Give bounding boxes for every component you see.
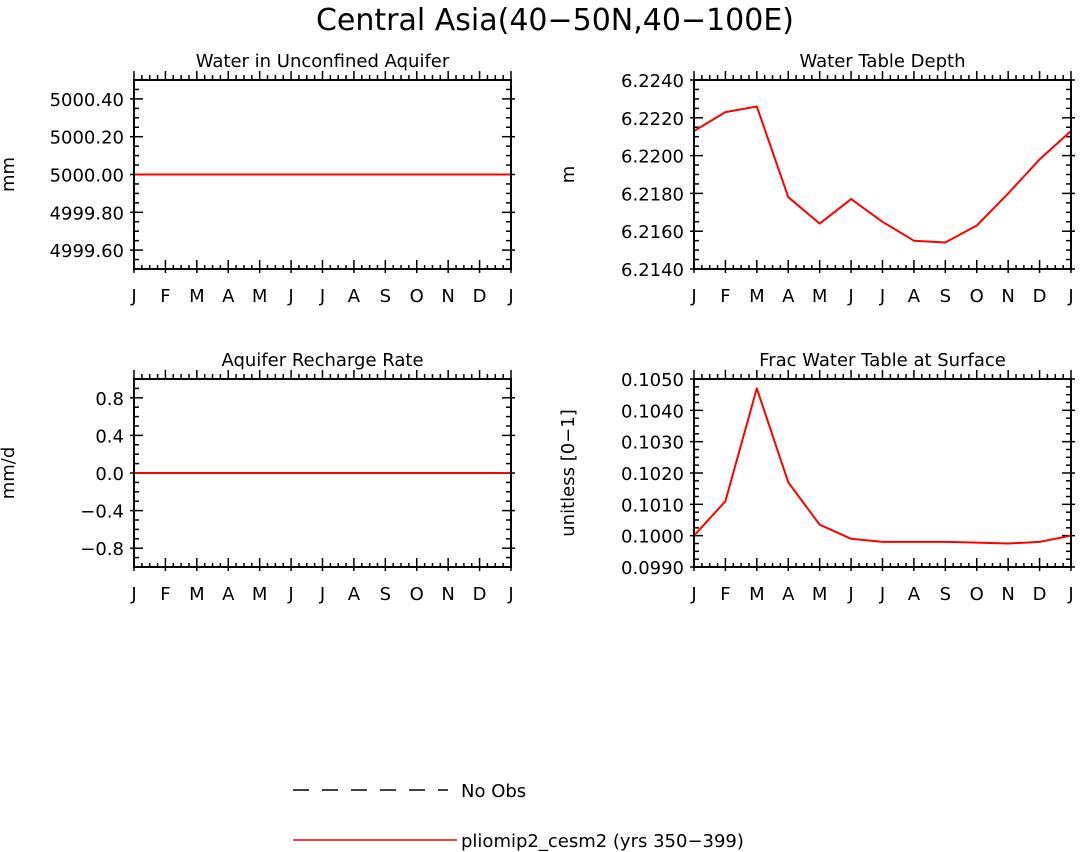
x-tick-label: O (970, 584, 984, 605)
x-tick-label: M (252, 584, 268, 605)
x-tick-label: A (908, 584, 921, 605)
x-tick-label: A (222, 584, 235, 605)
y-tick-label: 5000.40 (50, 90, 124, 111)
series-line (693, 387, 1072, 545)
y-tick-label: 0.0 (95, 464, 124, 485)
y-tick-label: 0.1020 (621, 464, 684, 485)
x-tick-label: A (782, 286, 795, 307)
x-tick-label: J (690, 286, 696, 307)
x-tick-label: J (847, 286, 853, 307)
x-tick-label: S (940, 584, 951, 605)
y-tick-label: 6.2160 (621, 222, 684, 243)
y-tick-label: 0.1050 (621, 370, 684, 391)
y-axis-label: mm/d (0, 447, 19, 500)
plot-frame (133, 79, 512, 270)
x-tick-label: M (252, 286, 268, 307)
x-tick-label: F (720, 286, 730, 307)
x-tick-label: M (749, 584, 765, 605)
x-tick-label: A (908, 286, 921, 307)
legend-no-obs-label: No Obs (461, 781, 526, 802)
x-tick-label: N (1001, 286, 1014, 307)
y-tick-label: 0.8 (95, 389, 124, 410)
y-axis-label: mm (0, 157, 19, 192)
x-tick-label: J (130, 286, 136, 307)
x-tick-label: D (1033, 584, 1047, 605)
x-tick-label: J (287, 584, 293, 605)
x-tick-label: A (348, 584, 361, 605)
x-tick-label: J (130, 584, 136, 605)
x-tick-label: D (1033, 286, 1047, 307)
x-tick-label: J (1067, 286, 1073, 307)
y-tick-label: 6.2180 (621, 184, 684, 205)
page-title: Central Asia(40−50N,40−100E) (316, 3, 794, 38)
panel-title: Water in Unconfined Aquifer (196, 51, 450, 72)
panel-title: Water Table Depth (799, 51, 965, 72)
y-tick-label: 0.0990 (621, 558, 684, 579)
x-tick-label: D (473, 286, 487, 307)
y-tick-label: −0.8 (80, 539, 124, 560)
y-tick-label: 0.1000 (621, 527, 684, 548)
y-tick-label: 0.4 (95, 426, 124, 447)
x-tick-label: F (160, 286, 170, 307)
y-tick-label: 4999.80 (50, 203, 124, 224)
x-tick-label: M (189, 286, 205, 307)
panel-water-table-depth: Water Table Depth 6.2140 6.2160 6.2180 6.220… (558, 51, 1075, 307)
x-tick-label: J (287, 286, 293, 307)
x-tick-label: O (410, 286, 424, 307)
x-tick-label: M (189, 584, 205, 605)
y-axis-label: m (558, 166, 579, 184)
x-tick-label: J (847, 584, 853, 605)
plot-frame (133, 378, 512, 568)
panel-recharge-rate: Aquifer Recharge Rate −0.8 −0.4 0.0 0.4 0.8 J F… (0, 350, 515, 605)
y-tick-label: −0.4 (80, 502, 124, 523)
x-tick-label: A (348, 286, 361, 307)
y-tick-label: 0.1010 (621, 495, 684, 516)
x-tick-label: A (782, 584, 795, 605)
x-tick-label: J (879, 286, 885, 307)
y-tick-label: 4999.60 (50, 241, 124, 262)
y-tick-label: 6.2140 (621, 260, 684, 281)
x-tick-label: M (749, 286, 765, 307)
x-tick-label: S (380, 286, 391, 307)
y-tick-label: 0.1030 (621, 433, 684, 454)
panel-title: Frac Water Table at Surface (759, 350, 1006, 371)
y-axis-label: unitless [0−1] (558, 409, 579, 536)
x-tick-label: J (319, 584, 325, 605)
x-tick-label: J (879, 584, 885, 605)
legend: No Obs pliomip2_cesm2 (yrs 350−399) (293, 781, 744, 852)
y-tick-label: 6.2240 (621, 71, 684, 92)
x-tick-label: S (940, 286, 951, 307)
legend-model-label: pliomip2_cesm2 (yrs 350−399) (461, 831, 744, 852)
x-tick-label: A (222, 286, 235, 307)
x-tick-label: D (473, 584, 487, 605)
x-tick-label: N (1001, 584, 1014, 605)
series-line (693, 105, 1072, 244)
panel-aquifer-water: Water in Unconfined Aquifer 4999.60 4999.8… (0, 51, 515, 307)
y-tick-label: 6.2200 (621, 147, 684, 168)
y-tick-label: 5000.00 (50, 166, 124, 187)
x-tick-label: M (812, 584, 828, 605)
plot-frame (693, 79, 1072, 270)
x-tick-label: J (690, 584, 696, 605)
panel-frac-water-table: Frac Water Table at Surface 0.0990 0.1000 0… (558, 350, 1075, 605)
x-tick-label: M (812, 286, 828, 307)
x-tick-label: N (441, 286, 454, 307)
y-tick-label: 5000.20 (50, 128, 124, 149)
x-tick-label: S (380, 584, 391, 605)
x-tick-label: O (970, 286, 984, 307)
x-tick-label: F (160, 584, 170, 605)
x-tick-label: N (441, 584, 454, 605)
x-tick-label: O (410, 584, 424, 605)
x-tick-label: J (1067, 584, 1073, 605)
y-tick-label: 0.1040 (621, 401, 684, 422)
x-tick-label: J (319, 286, 325, 307)
y-tick-label: 6.2220 (621, 109, 684, 130)
panel-title: Aquifer Recharge Rate (221, 350, 423, 371)
plot-frame (693, 378, 1072, 568)
x-tick-label: J (507, 584, 513, 605)
x-tick-label: F (720, 584, 730, 605)
x-tick-label: J (507, 286, 513, 307)
